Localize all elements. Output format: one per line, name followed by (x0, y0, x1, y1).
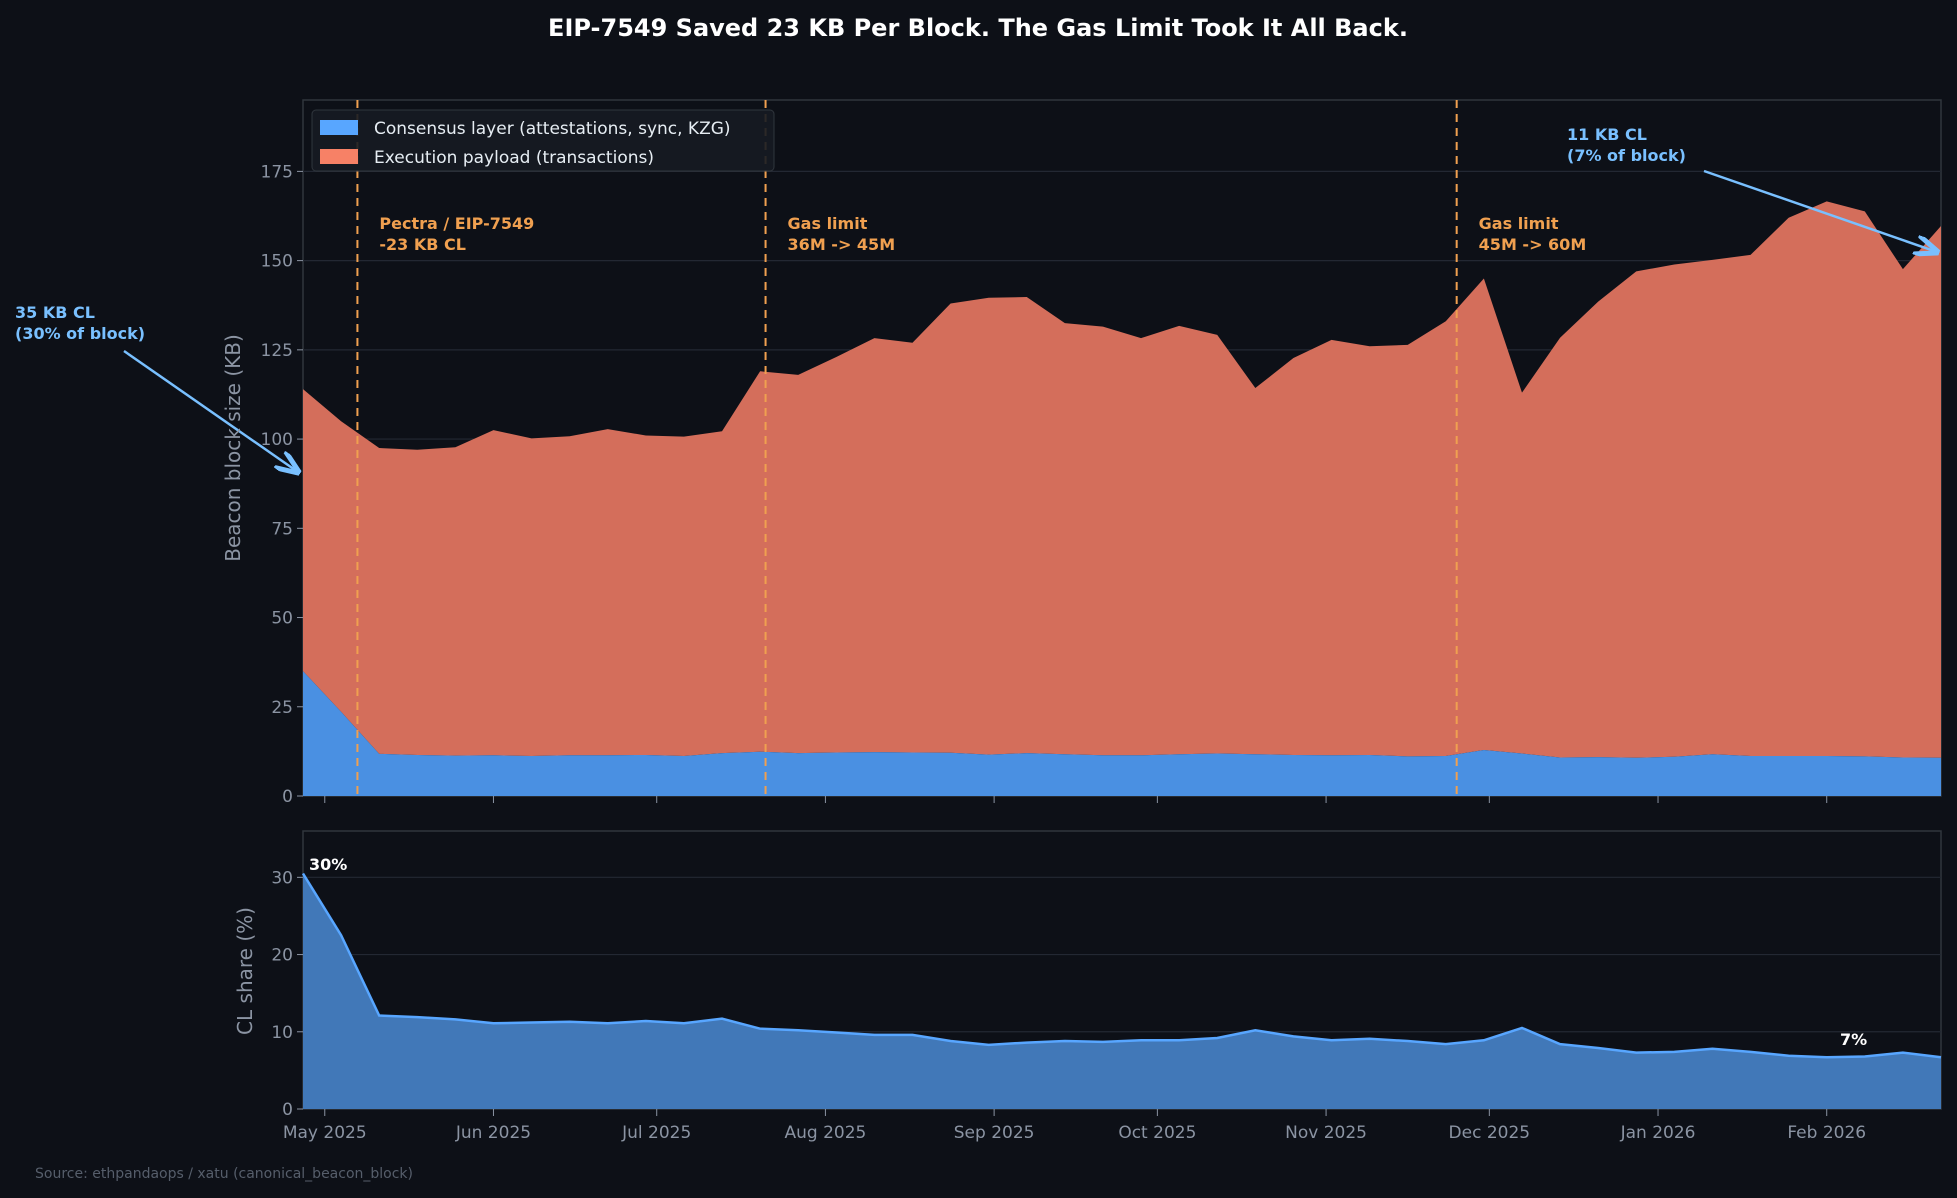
consensus-layer-area (303, 671, 1941, 796)
top-y-tick-label: 125 (261, 341, 293, 361)
event-label: 36M -> 45M (788, 235, 896, 254)
annotation-end-label: 11 KB CL (1567, 125, 1647, 144)
bottom-y-tick-label: 10 (271, 1023, 293, 1043)
top-y-tick-label: 50 (271, 609, 293, 629)
chart-title: EIP-7549 Saved 23 KB Per Block. The Gas … (548, 14, 1408, 42)
top-y-axis-label: Beacon block size (KB) (221, 334, 245, 562)
share-end-label: 7% (1840, 1030, 1867, 1049)
top-y-tick-label: 25 (271, 698, 293, 718)
x-tick-label: Oct 2025 (1118, 1123, 1196, 1143)
x-tick-label: Nov 2025 (1285, 1123, 1367, 1143)
annotation-end-label: (7% of block) (1567, 146, 1686, 165)
x-tick-label: Aug 2025 (784, 1123, 866, 1143)
bottom-y-tick-label: 30 (271, 868, 293, 888)
bottom-y-axis-label: CL share (%) (233, 907, 257, 1035)
event-label: Pectra / EIP-7549 (379, 214, 534, 233)
event-label: Gas limit (1479, 214, 1559, 233)
legend-swatch (320, 120, 358, 135)
execution-payload-area (303, 201, 1941, 758)
cl-share-area (303, 873, 1941, 1109)
x-tick-label: Jun 2025 (455, 1123, 531, 1143)
legend: Consensus layer (attestations, sync, KZG… (311, 109, 775, 172)
event-label: -23 KB CL (379, 235, 466, 254)
x-tick-label: Dec 2025 (1449, 1123, 1531, 1143)
cl-share-line (301, 872, 1942, 1059)
top-y-tick-label: 75 (271, 519, 293, 539)
event-label: Gas limit (788, 214, 868, 233)
legend-swatch (320, 149, 358, 164)
annotation-start-label: (30% of block) (15, 324, 145, 343)
bottom-y-tick-label: 20 (271, 946, 293, 966)
x-tick-label: Feb 2026 (1787, 1123, 1866, 1143)
event-label: 45M -> 60M (1479, 235, 1587, 254)
annotation-start-arrow (123, 349, 298, 472)
annotation-start-label: 35 KB CL (15, 303, 95, 322)
share-start-label: 30% (309, 855, 347, 874)
legend-box (311, 109, 775, 172)
top-y-tick-label: 150 (261, 252, 293, 272)
x-tick-label: May 2025 (283, 1123, 367, 1143)
legend-label: Execution payload (transactions) (374, 148, 654, 168)
bottom-y-tick-label: 0 (282, 1100, 293, 1120)
legend-label: Consensus layer (attestations, sync, KZG… (374, 119, 731, 139)
x-tick-label: Sep 2025 (954, 1123, 1035, 1143)
x-tick-label: Jul 2025 (621, 1123, 691, 1143)
x-tick-label: Jan 2026 (1620, 1123, 1696, 1143)
annotation-end-arrow (1703, 169, 1937, 252)
top-y-tick-label: 100 (261, 430, 293, 450)
top-y-tick-label: 0 (282, 787, 293, 807)
source-note: Source: ethpandaops / xatu (canonical_be… (35, 1166, 413, 1182)
top-y-tick-label: 175 (261, 162, 293, 182)
